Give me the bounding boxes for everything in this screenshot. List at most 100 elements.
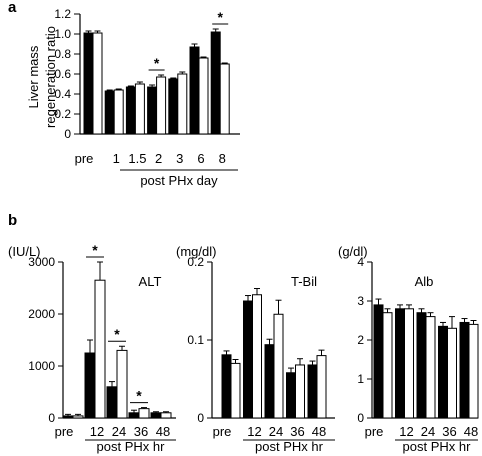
x-axis-label: post PHx hr	[255, 439, 324, 454]
significance-star: *	[92, 242, 98, 258]
category-label-1: 1	[113, 151, 120, 166]
bar-3-s1	[168, 78, 179, 135]
unit-label: (g/dl)	[338, 244, 368, 259]
bar-pre-s2	[72, 415, 84, 419]
y-tick-label-3: 4	[357, 255, 364, 269]
bar-36-s1	[286, 372, 296, 419]
bar-2-s1	[147, 86, 158, 135]
y-tick-label-0: 0.8	[54, 47, 71, 61]
bar-24-s1	[416, 312, 427, 419]
bar-3-s2	[177, 73, 188, 135]
bar-8-s1	[210, 31, 221, 135]
category-label-8: 8	[219, 151, 226, 166]
category-label-48: 48	[464, 424, 478, 439]
y-tick-label-0: 1.0	[54, 27, 71, 41]
y-tick-label-3: 3	[357, 294, 364, 308]
y-axis-label: Liver mass	[26, 45, 41, 108]
bar-48-s1	[459, 321, 470, 419]
category-label-48: 48	[156, 424, 170, 439]
y-tick-label-2: 0.2	[187, 255, 204, 269]
bar-36-s1	[438, 325, 448, 419]
bar-pre-s2	[92, 32, 103, 135]
y-axis-label: regeneration ratio	[43, 26, 58, 128]
category-label-36: 36	[134, 424, 148, 439]
x-axis-label: post PHx hr	[403, 439, 472, 454]
chart-title: T-Bil	[291, 274, 317, 289]
x-axis-label: post PHx day	[140, 173, 218, 188]
bar-12-s1	[243, 300, 253, 419]
bar-1-s2	[113, 89, 124, 135]
chart-title: ALT	[139, 274, 162, 289]
bar-24-s2	[425, 316, 436, 419]
unit-label: (mg/dl)	[176, 244, 216, 259]
y-tick-label-0: 0.4	[54, 87, 71, 101]
bar-12-s1	[395, 308, 405, 419]
significance-star: *	[136, 388, 142, 404]
bar-pre-s1	[83, 32, 94, 135]
bar-pre-s2	[382, 312, 393, 419]
significance-star: *	[217, 9, 223, 25]
y-tick-label-0: 0	[64, 127, 71, 141]
y-tick-label-1: 0	[48, 411, 55, 425]
bar-8-s2	[219, 63, 230, 135]
bar-1-s1	[104, 90, 115, 135]
panel-label-b: b	[8, 212, 17, 229]
bar-36-s2	[295, 364, 305, 419]
y-tick-label-1: 1000	[28, 359, 55, 373]
y-tick-label-1: 3000	[28, 255, 55, 269]
y-tick-label-2: 0.1	[187, 333, 204, 347]
bar-24-s2	[116, 349, 128, 419]
bar-36-s1	[128, 412, 140, 419]
bar-12-s2	[94, 279, 106, 419]
bar-pre-s2	[230, 362, 241, 419]
category-label-pre: pre	[55, 424, 74, 439]
bar-48-s2	[316, 355, 327, 419]
category-label-48: 48	[312, 424, 326, 439]
bar-pre-s1	[221, 354, 232, 419]
category-label-pre: pre	[213, 424, 232, 439]
significance-star: *	[114, 326, 120, 342]
category-label-pre: pre	[365, 424, 384, 439]
y-tick-label-0: 0.6	[54, 67, 71, 81]
bar-6-s1	[189, 46, 200, 135]
y-tick-label-3: 0	[357, 411, 364, 425]
bar-2-s2	[156, 76, 167, 135]
category-label-12: 12	[90, 424, 104, 439]
bar-48-s2	[160, 412, 172, 419]
bar-6-s2	[198, 57, 209, 135]
category-label-pre: pre	[75, 151, 94, 166]
bar-24-s1	[264, 344, 275, 419]
category-label-3: 3	[176, 151, 183, 166]
bar-48-s2	[468, 323, 479, 419]
y-tick-label-0: 1.2	[54, 7, 71, 21]
category-label-6: 6	[197, 151, 204, 166]
y-tick-label-1: 2000	[28, 307, 55, 321]
bar-48-s1	[307, 364, 318, 419]
category-label-12: 12	[247, 424, 261, 439]
category-label-36: 36	[442, 424, 456, 439]
bar-48-s1	[150, 412, 162, 419]
y-tick-label-2: 0	[197, 411, 204, 425]
bar-12-s2	[404, 308, 414, 419]
bar-24-s1	[106, 386, 118, 419]
category-label-24: 24	[421, 424, 435, 439]
bar-1.5-s2	[134, 83, 145, 135]
y-tick-label-3: 1	[357, 372, 364, 386]
bar-36-s2	[447, 327, 457, 419]
category-label-1.5: 1.5	[128, 151, 146, 166]
category-label-2: 2	[155, 151, 162, 166]
unit-label: (IU/L)	[8, 244, 41, 259]
bar-36-s2	[138, 408, 150, 419]
bar-12-s1	[84, 352, 96, 419]
x-axis-label: post PHx hr	[97, 439, 166, 454]
y-tick-label-0: 0.2	[54, 107, 71, 121]
category-label-24: 24	[112, 424, 126, 439]
bar-pre-s1	[373, 304, 384, 419]
panel-label-a: a	[8, 0, 17, 16]
bar-1.5-s1	[125, 86, 136, 135]
category-label-12: 12	[399, 424, 413, 439]
bar-pre-s1	[62, 415, 74, 419]
bar-12-s2	[252, 294, 262, 419]
chart-title: Alb	[415, 274, 434, 289]
